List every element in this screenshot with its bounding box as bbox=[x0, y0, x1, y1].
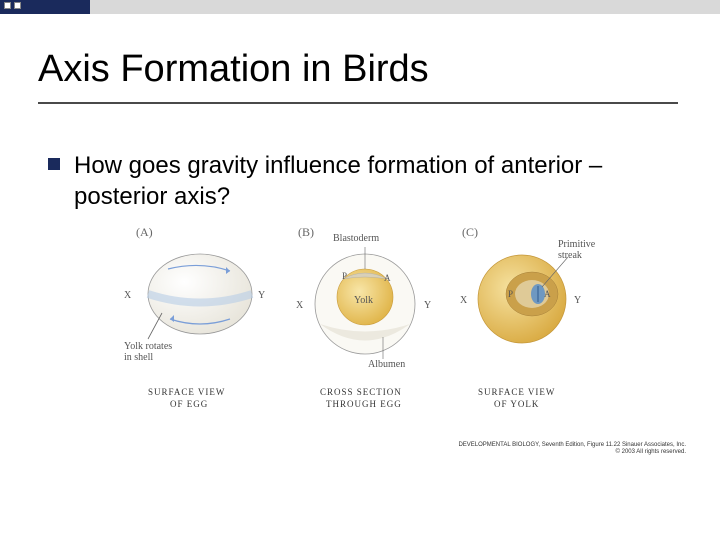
panel-c-p: P bbox=[508, 289, 513, 299]
credit-line2: © 2003 All rights reserved. bbox=[458, 449, 686, 456]
bullet-item: How goes gravity influence formation of … bbox=[48, 150, 668, 212]
accent-dark bbox=[0, 0, 90, 14]
panel-b-caption1: CROSS SECTION bbox=[320, 387, 402, 397]
bullet-square-icon bbox=[48, 158, 60, 170]
panel-c-streak: Primitive streak bbox=[558, 239, 606, 261]
figure: (A) X Y Yolk rotates in shell SURFACE VI… bbox=[130, 225, 600, 435]
panel-a-caption2: OF EGG bbox=[170, 399, 208, 409]
panel-b-y: Y bbox=[424, 300, 431, 311]
panel-b-x: X bbox=[296, 300, 303, 311]
accent-square bbox=[14, 2, 21, 9]
panel-b-caption2: THROUGH EGG bbox=[326, 399, 402, 409]
panel-a-caption1: SURFACE VIEW bbox=[148, 387, 225, 397]
panel-c-a: A bbox=[544, 289, 551, 299]
panel-b-label: (B) bbox=[298, 225, 314, 240]
panel-c-x: X bbox=[460, 295, 467, 306]
top-accent-bar bbox=[0, 0, 720, 14]
panel-b-albumen: Albumen bbox=[368, 359, 405, 370]
title-underline bbox=[38, 102, 678, 104]
panel-a-label: (A) bbox=[136, 225, 153, 240]
panel-b-diagram bbox=[285, 239, 445, 389]
panel-c-caption2: OF YOLK bbox=[494, 399, 539, 409]
bullet-text: How goes gravity influence formation of … bbox=[74, 150, 668, 212]
panel-c-caption1: SURFACE VIEW bbox=[478, 387, 555, 397]
panel-b-blastoderm: Blastoderm bbox=[333, 233, 379, 244]
panel-a-pointer: Yolk rotates in shell bbox=[124, 341, 174, 363]
accent-square bbox=[4, 2, 11, 9]
panel-c-y: Y bbox=[574, 295, 581, 306]
figure-credit: DEVELOPMENTAL BIOLOGY, Seventh Edition, … bbox=[458, 442, 686, 456]
panel-a-y: Y bbox=[258, 290, 265, 301]
panel-b-a: A bbox=[384, 273, 391, 283]
accent-gray bbox=[90, 0, 720, 14]
panel-c-label: (C) bbox=[462, 225, 478, 240]
page-title: Axis Formation in Birds bbox=[38, 48, 429, 91]
panel-b-yolk: Yolk bbox=[354, 295, 373, 306]
panel-b-p: P bbox=[342, 271, 347, 281]
panel-a-x: X bbox=[124, 290, 131, 301]
